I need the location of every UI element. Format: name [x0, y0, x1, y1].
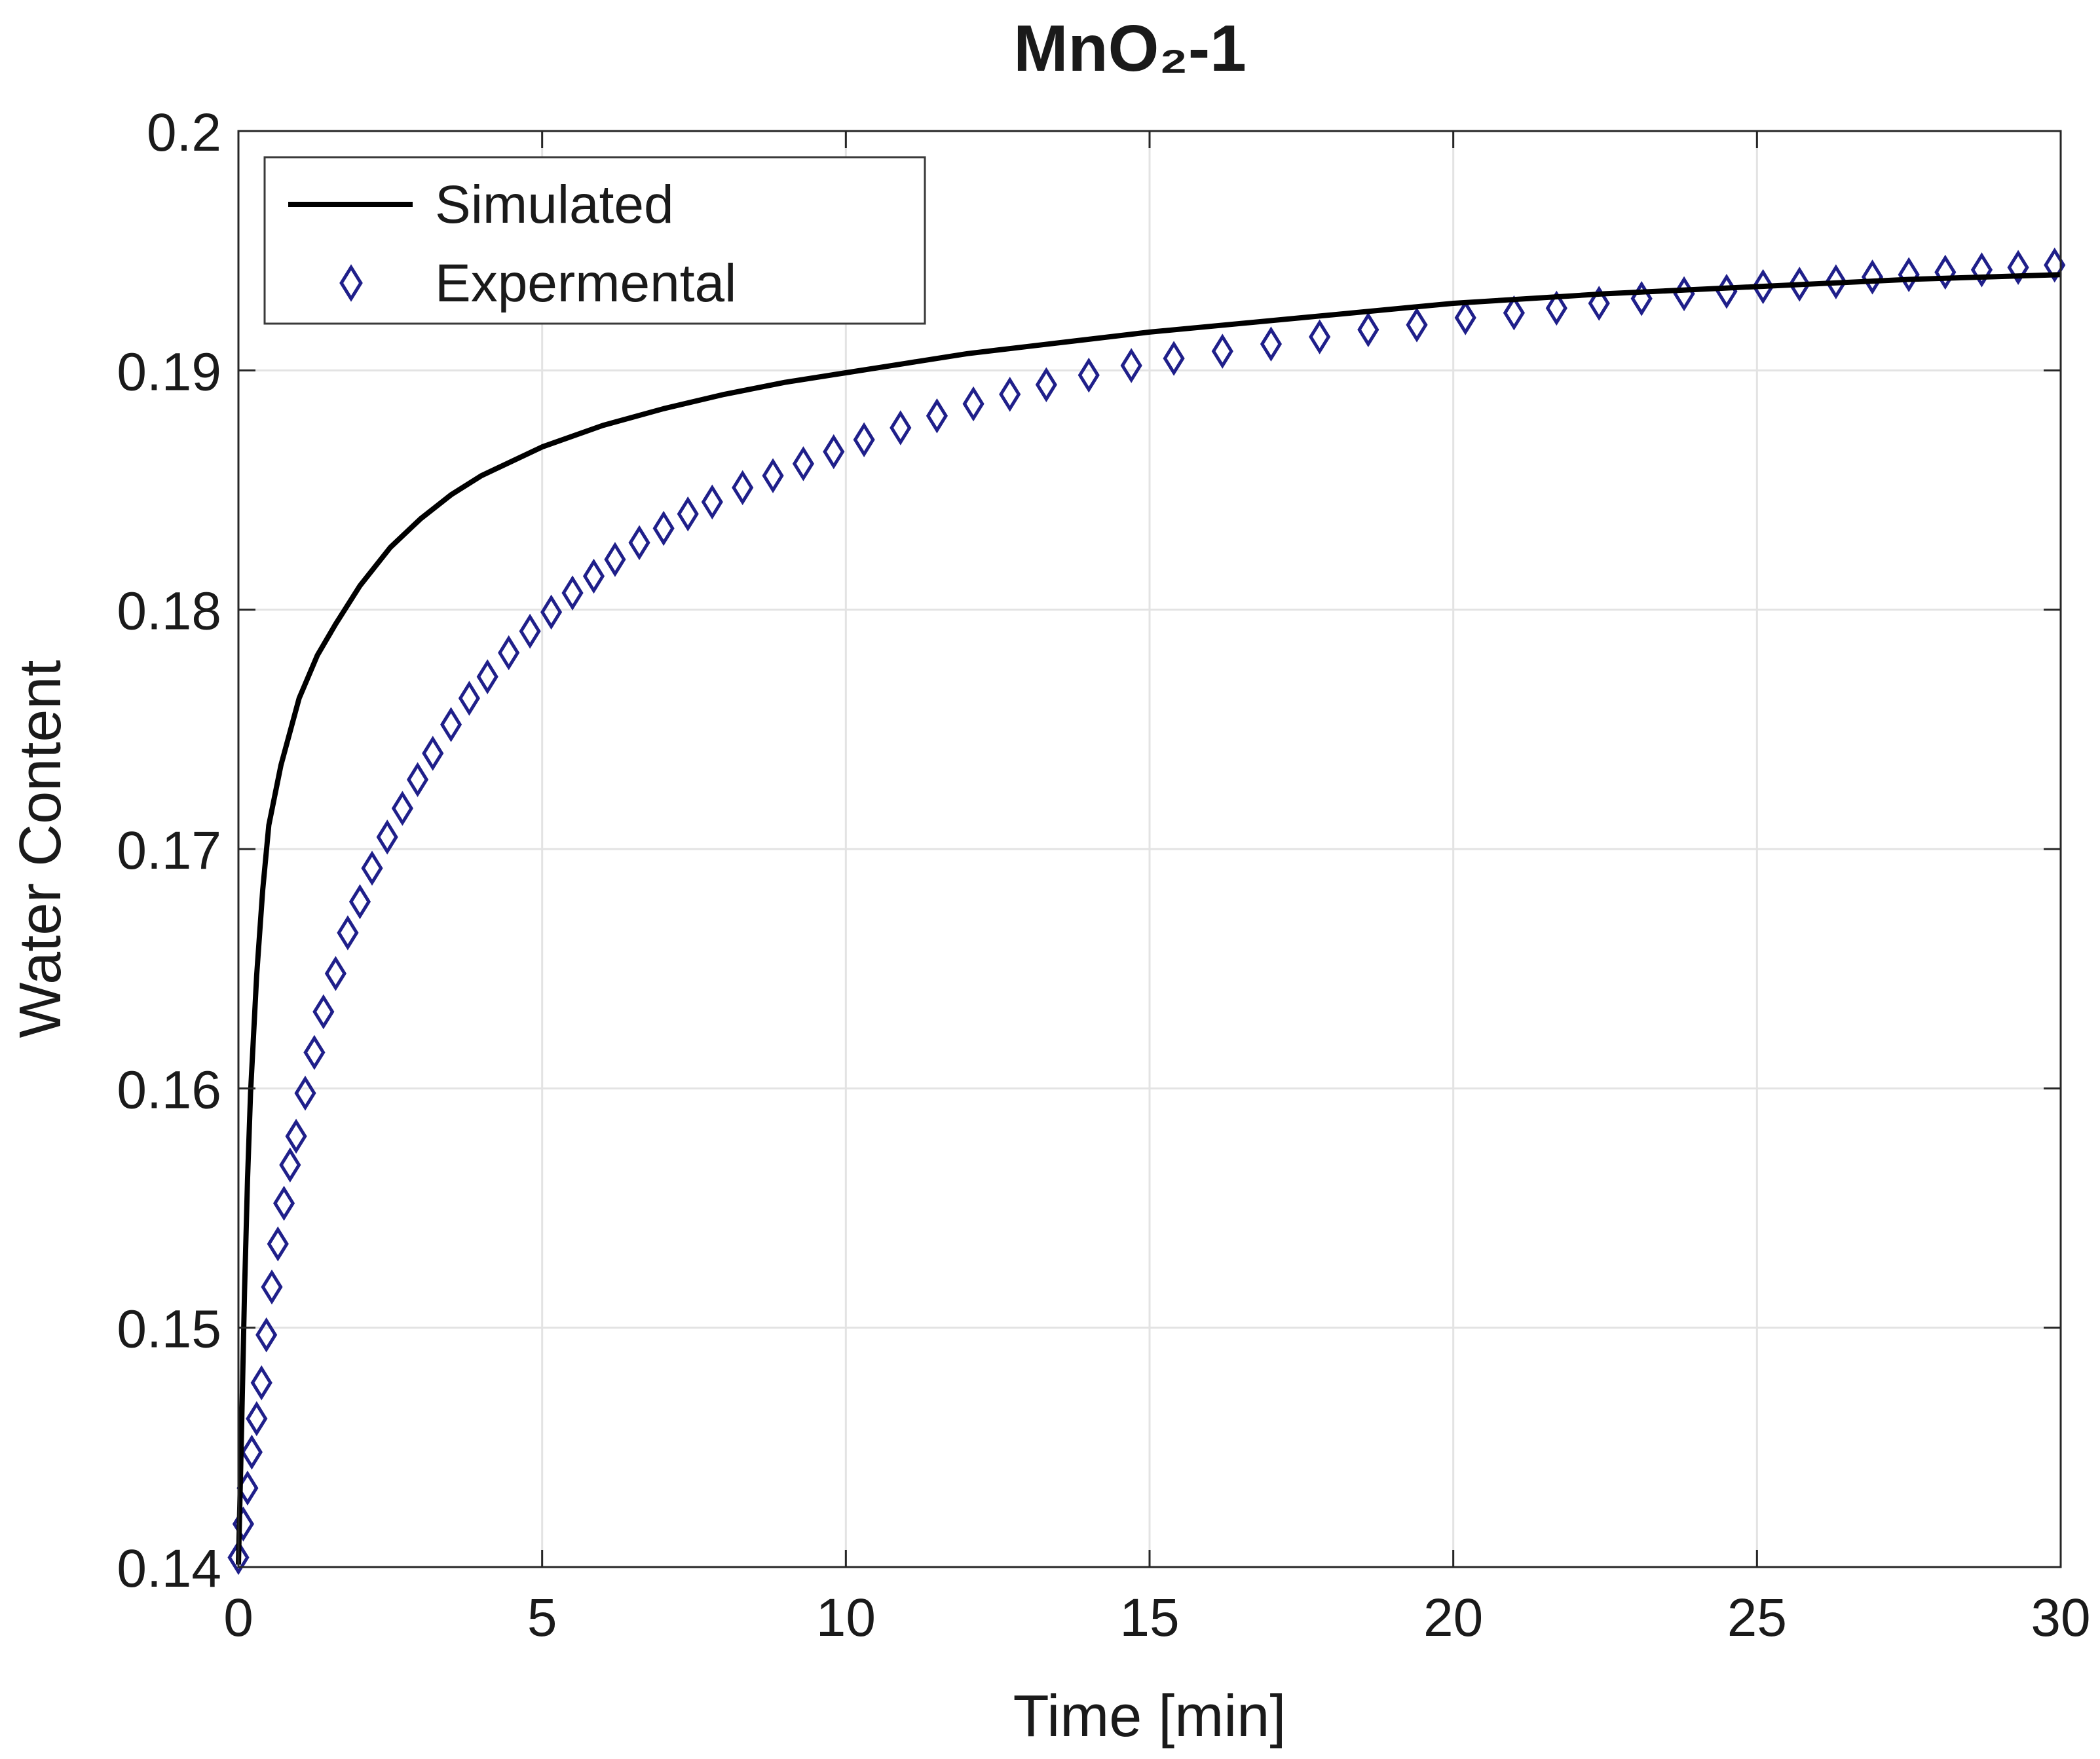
experimental-point	[701, 484, 723, 520]
experimental-point	[324, 956, 347, 991]
experimental-point	[1211, 333, 1233, 369]
chart-title: MnO₂-1	[1013, 12, 1247, 85]
experimental-point	[294, 1075, 316, 1111]
experimental-point	[1035, 367, 1057, 402]
y-tick-label: 0.2	[147, 103, 221, 162]
experimental-point	[823, 434, 845, 470]
experimental-point	[348, 884, 371, 920]
experimental-point	[1120, 348, 1142, 383]
experimental-point	[890, 410, 912, 445]
experimental-point	[540, 594, 563, 630]
experimental-point	[732, 470, 754, 506]
experimental-point	[279, 1147, 301, 1182]
experimental-point	[1861, 259, 1884, 295]
x-axis-label: Time [min]	[1013, 1684, 1286, 1749]
experimental-point	[255, 1317, 278, 1353]
experimental-point	[1503, 295, 1525, 331]
experimental-point	[604, 542, 626, 577]
experimental-point	[498, 635, 520, 671]
experimental-point	[272, 1185, 295, 1221]
y-tick-label: 0.16	[117, 1060, 221, 1120]
experimental-point	[1357, 312, 1379, 347]
y-tick-label: 0.17	[117, 821, 221, 880]
experimental-point	[628, 525, 650, 561]
experimental-point	[1934, 254, 1957, 290]
legend-diamond-marker	[339, 264, 363, 302]
x-tick-label: 0	[223, 1588, 253, 1648]
y-axis-label: Water Content	[8, 660, 73, 1038]
x-tick-label: 15	[1119, 1588, 1179, 1648]
experimental-point	[1163, 341, 1185, 376]
experimental-point	[853, 422, 875, 458]
x-tick-label: 20	[1423, 1588, 1483, 1648]
experimental-point	[337, 915, 359, 951]
experimental-point	[926, 398, 948, 434]
experimental-point	[303, 1034, 326, 1070]
experimental-point	[391, 791, 413, 826]
experimental-point	[677, 496, 699, 532]
experimental-point	[1406, 307, 1428, 343]
y-tick-label: 0.15	[117, 1300, 221, 1359]
experimental-point	[440, 707, 462, 742]
x-tick-label: 25	[1727, 1588, 1787, 1648]
experimental-point	[652, 510, 675, 546]
experimental-point	[1825, 264, 1847, 299]
experimental-point	[1454, 300, 1476, 335]
simulated-line	[236, 272, 2061, 1565]
experimental-point	[582, 558, 605, 594]
x-tick-label: 10	[816, 1588, 876, 1648]
experimental-point	[406, 762, 429, 797]
experimental-point	[1970, 252, 1993, 288]
experimental-point	[1309, 319, 1331, 354]
experimental-point	[361, 850, 383, 886]
experimental-point	[422, 736, 444, 771]
experimental-point	[240, 1434, 263, 1470]
legend-label-expermental: Expermental	[435, 254, 736, 313]
experimental-point	[792, 446, 815, 482]
axis-ticks: 0 5 10 15 20 25 30 0.14 0.15 0.16 0.17 0.18 0.19 0.2	[117, 103, 2090, 1648]
experimental-point	[1588, 286, 1610, 321]
experimental-point	[2007, 250, 2029, 285]
experimental-point	[250, 1365, 272, 1401]
experimental-point	[1545, 290, 1567, 326]
y-tick-label: 0.19	[117, 342, 221, 402]
experimental-point	[561, 575, 584, 611]
experimental-point	[1078, 357, 1100, 393]
legend-label-simulated: Simulated	[435, 175, 674, 235]
experimental-point	[999, 377, 1021, 412]
experimental-point	[1752, 269, 1774, 305]
y-tick-label: 0.18	[117, 582, 221, 641]
experimental-point	[476, 659, 498, 694]
experimental-point	[312, 994, 335, 1030]
experimental-point	[1898, 257, 1920, 292]
experimental-point	[762, 458, 784, 493]
experimental-point	[376, 819, 398, 855]
experimental-point	[246, 1401, 268, 1437]
experimental-point	[1260, 326, 1283, 362]
experimental-point	[261, 1269, 283, 1305]
experimental-point	[458, 681, 480, 716]
experimental-point	[519, 613, 541, 649]
y-tick-label: 0.14	[117, 1539, 221, 1598]
experimental-point	[1788, 267, 1810, 302]
experimental-point	[227, 1540, 250, 1576]
x-tick-label: 5	[527, 1588, 557, 1648]
experimental-point	[285, 1118, 307, 1154]
experimental-point	[267, 1226, 289, 1262]
experimental-point	[962, 386, 984, 422]
legend: Simulated Expermental	[263, 156, 926, 325]
legend-box	[263, 156, 926, 325]
plot-area	[227, 247, 2066, 1576]
x-tick-label: 30	[2031, 1588, 2090, 1648]
